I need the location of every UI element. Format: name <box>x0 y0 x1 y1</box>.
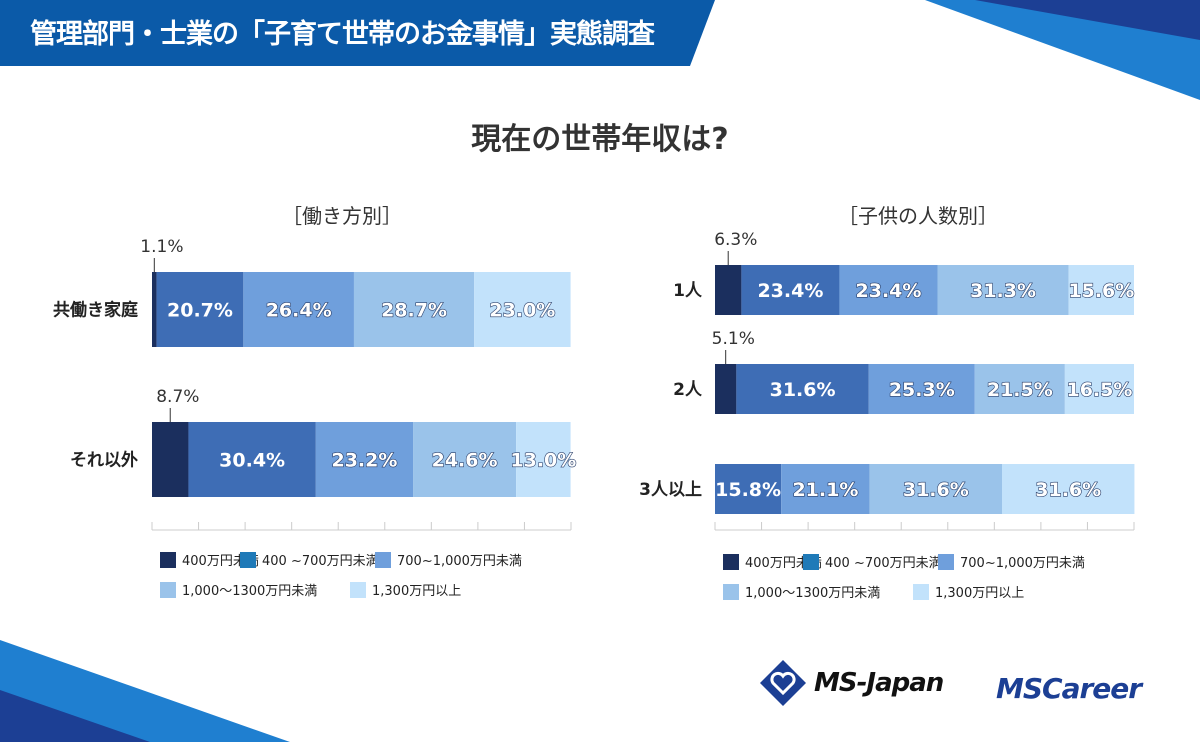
legend-item: 700~1,000万円未満 <box>375 550 522 569</box>
legend-label: 400万円未満 <box>182 554 259 569</box>
data-label: 5.1% <box>712 329 755 349</box>
data-label: 30.4% <box>219 450 285 472</box>
data-label: 23.2% <box>331 450 397 472</box>
bar-segment <box>152 422 189 497</box>
bar-segment <box>188 422 316 497</box>
legend-label: 1,300万円以上 <box>372 584 462 599</box>
legend-item: 1,000～1300万円未満 <box>160 580 317 599</box>
bar-segment <box>1068 265 1134 315</box>
bar-segment <box>839 265 938 315</box>
header-banner <box>0 0 715 66</box>
data-label: 31.6% <box>903 479 969 501</box>
legend-swatch <box>160 581 176 598</box>
legend-item: 400 ~700万円未満 <box>803 552 942 571</box>
legend-label: 700~1,000万円未満 <box>960 556 1085 571</box>
data-label: 28.7% <box>381 300 447 322</box>
data-label: 23.4% <box>757 280 823 302</box>
ms-japan-logo: MS-Japan <box>760 660 944 706</box>
data-label: 16.5% <box>1066 379 1132 401</box>
legend-item: 400万円未満 <box>160 550 259 569</box>
data-label: 23.4% <box>856 280 922 302</box>
bar-segment <box>869 464 1003 514</box>
category-label: 共働き家庭 <box>53 300 138 321</box>
legend-swatch <box>938 553 954 570</box>
legend-swatch <box>723 553 739 570</box>
bar-segment <box>937 265 1069 315</box>
bar-segment <box>315 422 414 497</box>
legend-label: 1,300万円以上 <box>935 586 1025 601</box>
data-label: 23.0% <box>489 300 555 322</box>
bar-segment <box>715 364 737 414</box>
data-label: 15.6% <box>1068 280 1134 302</box>
bar-segment <box>413 422 517 497</box>
bar-segment <box>781 464 870 514</box>
data-label: 26.4% <box>266 300 332 322</box>
bar-segment <box>741 265 840 315</box>
legend-item: 1,300万円以上 <box>350 580 461 599</box>
legend-item: 400 ~700万円未満 <box>240 550 379 569</box>
data-label: 24.6% <box>432 450 498 472</box>
bar-segment <box>1064 364 1134 414</box>
data-label: 13.0% <box>510 450 576 472</box>
legend-item: 400万円未満 <box>723 552 822 571</box>
bar-segment <box>474 272 571 347</box>
bar-segment <box>516 422 571 497</box>
legend-swatch <box>350 581 366 598</box>
data-label: 8.7% <box>156 387 199 407</box>
bar-segment <box>1002 464 1135 514</box>
bar-segment <box>353 272 475 347</box>
legend-label: 1,000～1300万円未満 <box>182 584 318 599</box>
data-label: 31.6% <box>1035 479 1101 501</box>
category-label: 2人 <box>673 380 703 400</box>
bar-segment <box>736 364 869 414</box>
ms-career-logo: MSCareer <box>996 672 1142 705</box>
legend-label: 400 ~700万円未満 <box>825 556 942 571</box>
data-label: 15.8% <box>715 479 781 501</box>
bar-segment <box>152 272 157 347</box>
legend-swatch <box>803 553 819 570</box>
legend-label: 400万円未満 <box>745 556 822 571</box>
main-title: 現在の世帯年収は? <box>471 122 729 157</box>
data-label: 31.6% <box>770 379 836 401</box>
bar-segment <box>243 272 354 347</box>
legend-item: 700~1,000万円未満 <box>938 552 1085 571</box>
category-label: 1人 <box>673 281 703 301</box>
bar-segment <box>868 364 975 414</box>
legend-swatch <box>160 551 176 568</box>
data-label: 6.3% <box>714 230 757 250</box>
category-label: それ以外 <box>70 450 138 471</box>
bar-segment <box>974 364 1065 414</box>
chart-title-left: ［働き方別］ <box>282 204 402 228</box>
bar-segment <box>715 265 742 315</box>
category-label: 3人以上 <box>639 480 702 500</box>
legend-swatch <box>913 583 929 600</box>
data-label: 20.7% <box>167 300 233 322</box>
chart-title-right: ［子供の人数別］ <box>838 204 998 228</box>
data-label: 21.1% <box>792 479 858 501</box>
header-title: 管理部門・士業の「子育て世帯のお金事情」実態調査 <box>30 19 655 50</box>
data-label: 1.1% <box>140 237 183 257</box>
legend-swatch <box>240 551 256 568</box>
data-label: 31.3% <box>970 280 1036 302</box>
data-label: 25.3% <box>889 379 955 401</box>
legend-item: 1,000～1300万円未満 <box>723 582 880 601</box>
legend-label: 400 ~700万円未満 <box>262 554 379 569</box>
legend-item: 1,300万円以上 <box>913 582 1024 601</box>
bar-segment <box>715 464 782 514</box>
legend-swatch <box>375 551 391 568</box>
legend-swatch <box>723 583 739 600</box>
data-label: 21.5% <box>987 379 1053 401</box>
bar-segment <box>156 272 244 347</box>
legend-label: 700~1,000万円未満 <box>397 554 522 569</box>
legend-label: 1,000～1300万円未満 <box>745 586 881 601</box>
